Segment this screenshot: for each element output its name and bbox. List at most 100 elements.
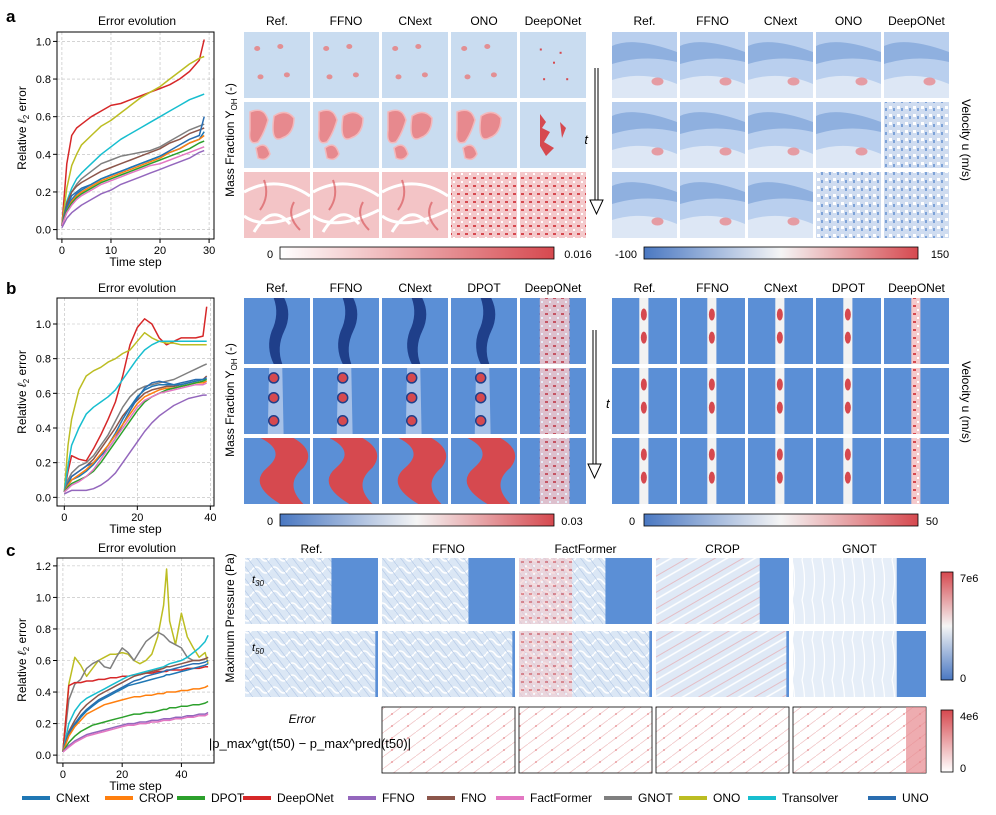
field-r1-c0 bbox=[612, 368, 677, 434]
c-t30-label: t30 bbox=[252, 574, 265, 588]
b-ytick-label: 0.2 bbox=[36, 458, 51, 470]
legend-label: FactFormer bbox=[530, 791, 592, 805]
b-ytick-label: 0.6 bbox=[36, 388, 51, 400]
field-r0-c3 bbox=[816, 32, 881, 98]
pressure-t30-c4 bbox=[793, 558, 926, 624]
panel-label-a: a bbox=[6, 7, 16, 26]
field-r0-c4 bbox=[884, 32, 949, 98]
field-r1-c3 bbox=[451, 368, 517, 434]
b-series-dpot bbox=[63, 378, 208, 493]
legend-item-dpot: DPOT bbox=[177, 791, 245, 805]
svg-text:0.016: 0.016 bbox=[564, 249, 592, 261]
field-r2-c3 bbox=[451, 172, 517, 238]
field-r0-c1 bbox=[313, 298, 379, 364]
legend-item-deeponet: DeepONet bbox=[243, 791, 334, 805]
c-xtick-label: 40 bbox=[175, 769, 187, 781]
field-r2-c3 bbox=[816, 172, 881, 238]
legend-item-uno: UNO bbox=[868, 791, 929, 805]
c-error-formula: |p_max^gt(t50) − p_max^pred(t50)| bbox=[209, 736, 411, 751]
field-r1-c3 bbox=[816, 368, 881, 434]
a-row-label-velocity: Velocity u (m/s) bbox=[959, 99, 973, 181]
a-xlabel: Time step bbox=[109, 255, 162, 269]
fields-b-velocity: Ref. FFNO CNext DPOT DeepONet bbox=[612, 281, 949, 504]
field-r0-c2 bbox=[748, 298, 813, 364]
a-series-transolver bbox=[61, 93, 205, 226]
column-title: ONO bbox=[835, 14, 862, 28]
a-xtick-label: 0 bbox=[59, 245, 65, 257]
column-title: CNext bbox=[764, 281, 798, 295]
c-t50-label: t50 bbox=[252, 642, 265, 656]
field-r0-c0 bbox=[244, 298, 310, 364]
legend-label: GNOT bbox=[638, 791, 673, 805]
field-r1-c0 bbox=[244, 368, 310, 434]
b-xlabel: Time step bbox=[109, 522, 162, 536]
field-r1-c1 bbox=[680, 368, 745, 434]
c-series-fno bbox=[62, 656, 209, 753]
c-ytick-label: 0.2 bbox=[36, 719, 51, 731]
column-title: DeepONet bbox=[525, 281, 582, 295]
field-r1-c1 bbox=[313, 102, 379, 168]
column-title: Ref. bbox=[266, 281, 288, 295]
fields-a-mass-fraction: Ref. FFNO CNext ONO DeepONet bbox=[243, 14, 586, 238]
b-plot-frame bbox=[56, 297, 215, 507]
column-title: FactFormer bbox=[554, 542, 616, 556]
b-series-fno bbox=[63, 375, 208, 493]
field-r2-c2 bbox=[382, 438, 448, 504]
field-r0-c4 bbox=[520, 298, 586, 364]
column-title: Ref. bbox=[633, 14, 655, 28]
b-series-factformer bbox=[63, 382, 208, 493]
field-r2-c4 bbox=[884, 172, 949, 238]
c-error-title: Error bbox=[289, 712, 317, 726]
svg-text:-100: -100 bbox=[615, 249, 637, 261]
legend-item-ffno: FFNO bbox=[348, 791, 415, 805]
pressure-t30-c1 bbox=[382, 558, 515, 624]
panel-label-b: b bbox=[6, 279, 16, 298]
b-colorbar-velocity: 0 50 bbox=[629, 513, 938, 528]
fields-c-pressure: Ref. FFNO FactFormer CROP GNOT bbox=[245, 542, 927, 774]
field-r0-c4 bbox=[520, 32, 586, 98]
column-title: Ref. bbox=[300, 542, 322, 556]
field-r0-c2 bbox=[382, 32, 448, 98]
b-series-gnot bbox=[63, 363, 208, 493]
field-r1-c2 bbox=[382, 102, 448, 168]
a-ytick-label: 0.0 bbox=[36, 225, 51, 237]
b-row-label-mass-fraction: Mass Fraction YOH (-) bbox=[223, 343, 239, 457]
column-title: FFNO bbox=[330, 281, 363, 295]
b-ytick-label: 0.4 bbox=[36, 423, 51, 435]
b-series-uno bbox=[63, 377, 208, 493]
svg-text:0: 0 bbox=[960, 673, 966, 685]
c-ytick-label: 1.0 bbox=[36, 592, 51, 604]
pressure-t30-c0 bbox=[245, 558, 378, 624]
field-r1-c4 bbox=[884, 102, 949, 168]
error-c1 bbox=[381, 706, 516, 774]
field-r1-c3 bbox=[451, 102, 517, 168]
field-r1-c0 bbox=[244, 102, 310, 168]
b-ytick-label: 1.0 bbox=[36, 319, 51, 331]
c-xlabel: Time step bbox=[109, 779, 162, 793]
b-series-transolver bbox=[63, 340, 207, 493]
field-r1-c2 bbox=[748, 368, 813, 434]
a-ytick-label: 1.0 bbox=[36, 36, 51, 48]
b-xtick-label: 20 bbox=[131, 512, 143, 524]
legend-label: FFNO bbox=[382, 791, 415, 805]
a-xtick-label: 30 bbox=[203, 245, 215, 257]
field-r0-c4 bbox=[884, 298, 949, 364]
c-xtick-label: 0 bbox=[60, 769, 66, 781]
field-r0-c2 bbox=[748, 32, 813, 98]
svg-text:7e6: 7e6 bbox=[960, 573, 978, 585]
field-r0-c1 bbox=[680, 298, 745, 364]
a-row-label-mass-fraction: Mass Fraction YOH (-) bbox=[223, 83, 239, 197]
field-r2-c4 bbox=[520, 438, 586, 504]
pressure-t50-c4 bbox=[793, 631, 926, 697]
error-c2 bbox=[518, 706, 653, 774]
a-time-arrow: t bbox=[584, 68, 604, 216]
c-series-dpot bbox=[62, 700, 209, 753]
field-r2-c1 bbox=[680, 172, 745, 238]
column-title: Ref. bbox=[633, 281, 655, 295]
field-r2-c2 bbox=[748, 438, 813, 504]
c-series-transolver bbox=[62, 634, 209, 753]
field-r0-c3 bbox=[451, 298, 517, 364]
field-r1-c4 bbox=[520, 102, 586, 168]
chart-c-title: Error evolution bbox=[98, 541, 176, 555]
b-series-ono bbox=[63, 331, 207, 493]
